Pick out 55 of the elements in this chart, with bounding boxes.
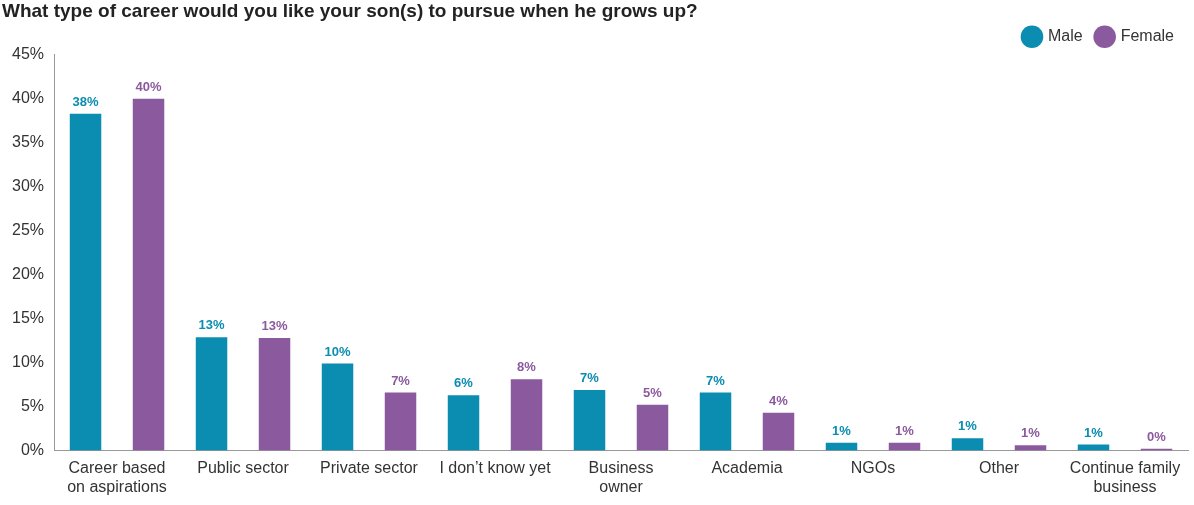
y-tick-label: 35% xyxy=(11,133,45,151)
data-label: 7% xyxy=(391,372,411,388)
data-label: 7% xyxy=(580,369,600,385)
data-label: 1% xyxy=(895,422,915,438)
bar xyxy=(384,392,417,451)
bar xyxy=(258,338,291,451)
data-label: 40% xyxy=(135,78,162,94)
y-tick-label: 10% xyxy=(11,353,45,371)
x-tick-label: Continue family business xyxy=(1069,458,1181,495)
x-tick-label: NGOs xyxy=(850,458,896,476)
y-tick-label: 40% xyxy=(11,89,45,107)
data-label: 13% xyxy=(198,317,225,333)
x-tick-label: I don’t know yet xyxy=(439,458,552,476)
legend-label: Male xyxy=(1047,27,1083,45)
bar xyxy=(195,337,228,451)
bar xyxy=(321,363,354,451)
data-label: 7% xyxy=(706,372,726,388)
bar xyxy=(699,392,732,451)
bar xyxy=(1014,445,1047,451)
bar xyxy=(573,389,606,451)
data-label: 1% xyxy=(1021,425,1041,441)
bar xyxy=(447,395,480,451)
y-tick-label: 30% xyxy=(11,177,45,195)
x-tick-label: Other xyxy=(979,458,1020,476)
y-tick-label: 45% xyxy=(11,45,45,63)
data-label: 8% xyxy=(517,359,537,375)
data-label: 1% xyxy=(1084,424,1104,440)
data-label: 5% xyxy=(643,384,663,400)
bar xyxy=(951,438,984,451)
bar xyxy=(636,404,669,451)
data-label: 0% xyxy=(1147,428,1167,444)
chart-title: What type of career would you like your son(s) to pursue when he grows up? xyxy=(2,0,698,21)
data-label: 13% xyxy=(261,318,288,334)
bar xyxy=(132,98,165,451)
bar xyxy=(762,412,795,451)
x-tick-label: Private sector xyxy=(320,458,419,476)
y-tick-label: 15% xyxy=(11,309,45,327)
y-tick-label: 0% xyxy=(20,441,45,459)
data-label: 6% xyxy=(454,375,474,391)
x-tick-label: Academia xyxy=(711,458,783,476)
y-tick-label: 5% xyxy=(20,397,45,415)
bar xyxy=(69,113,102,451)
data-label: 1% xyxy=(958,418,978,434)
y-tick-label: 20% xyxy=(11,265,45,283)
data-label: 10% xyxy=(324,343,351,359)
bar xyxy=(510,379,543,451)
y-tick-label: 25% xyxy=(11,221,45,239)
data-label: 38% xyxy=(72,93,99,109)
data-label: 4% xyxy=(769,392,789,408)
bar xyxy=(1077,444,1110,451)
legend-label: Female xyxy=(1120,27,1175,45)
x-tick-label: Public sector xyxy=(197,458,290,476)
x-tick-label: Business owner xyxy=(588,458,654,495)
x-tick-label: Career based on aspirations xyxy=(67,458,167,495)
data-label: 1% xyxy=(832,422,852,438)
